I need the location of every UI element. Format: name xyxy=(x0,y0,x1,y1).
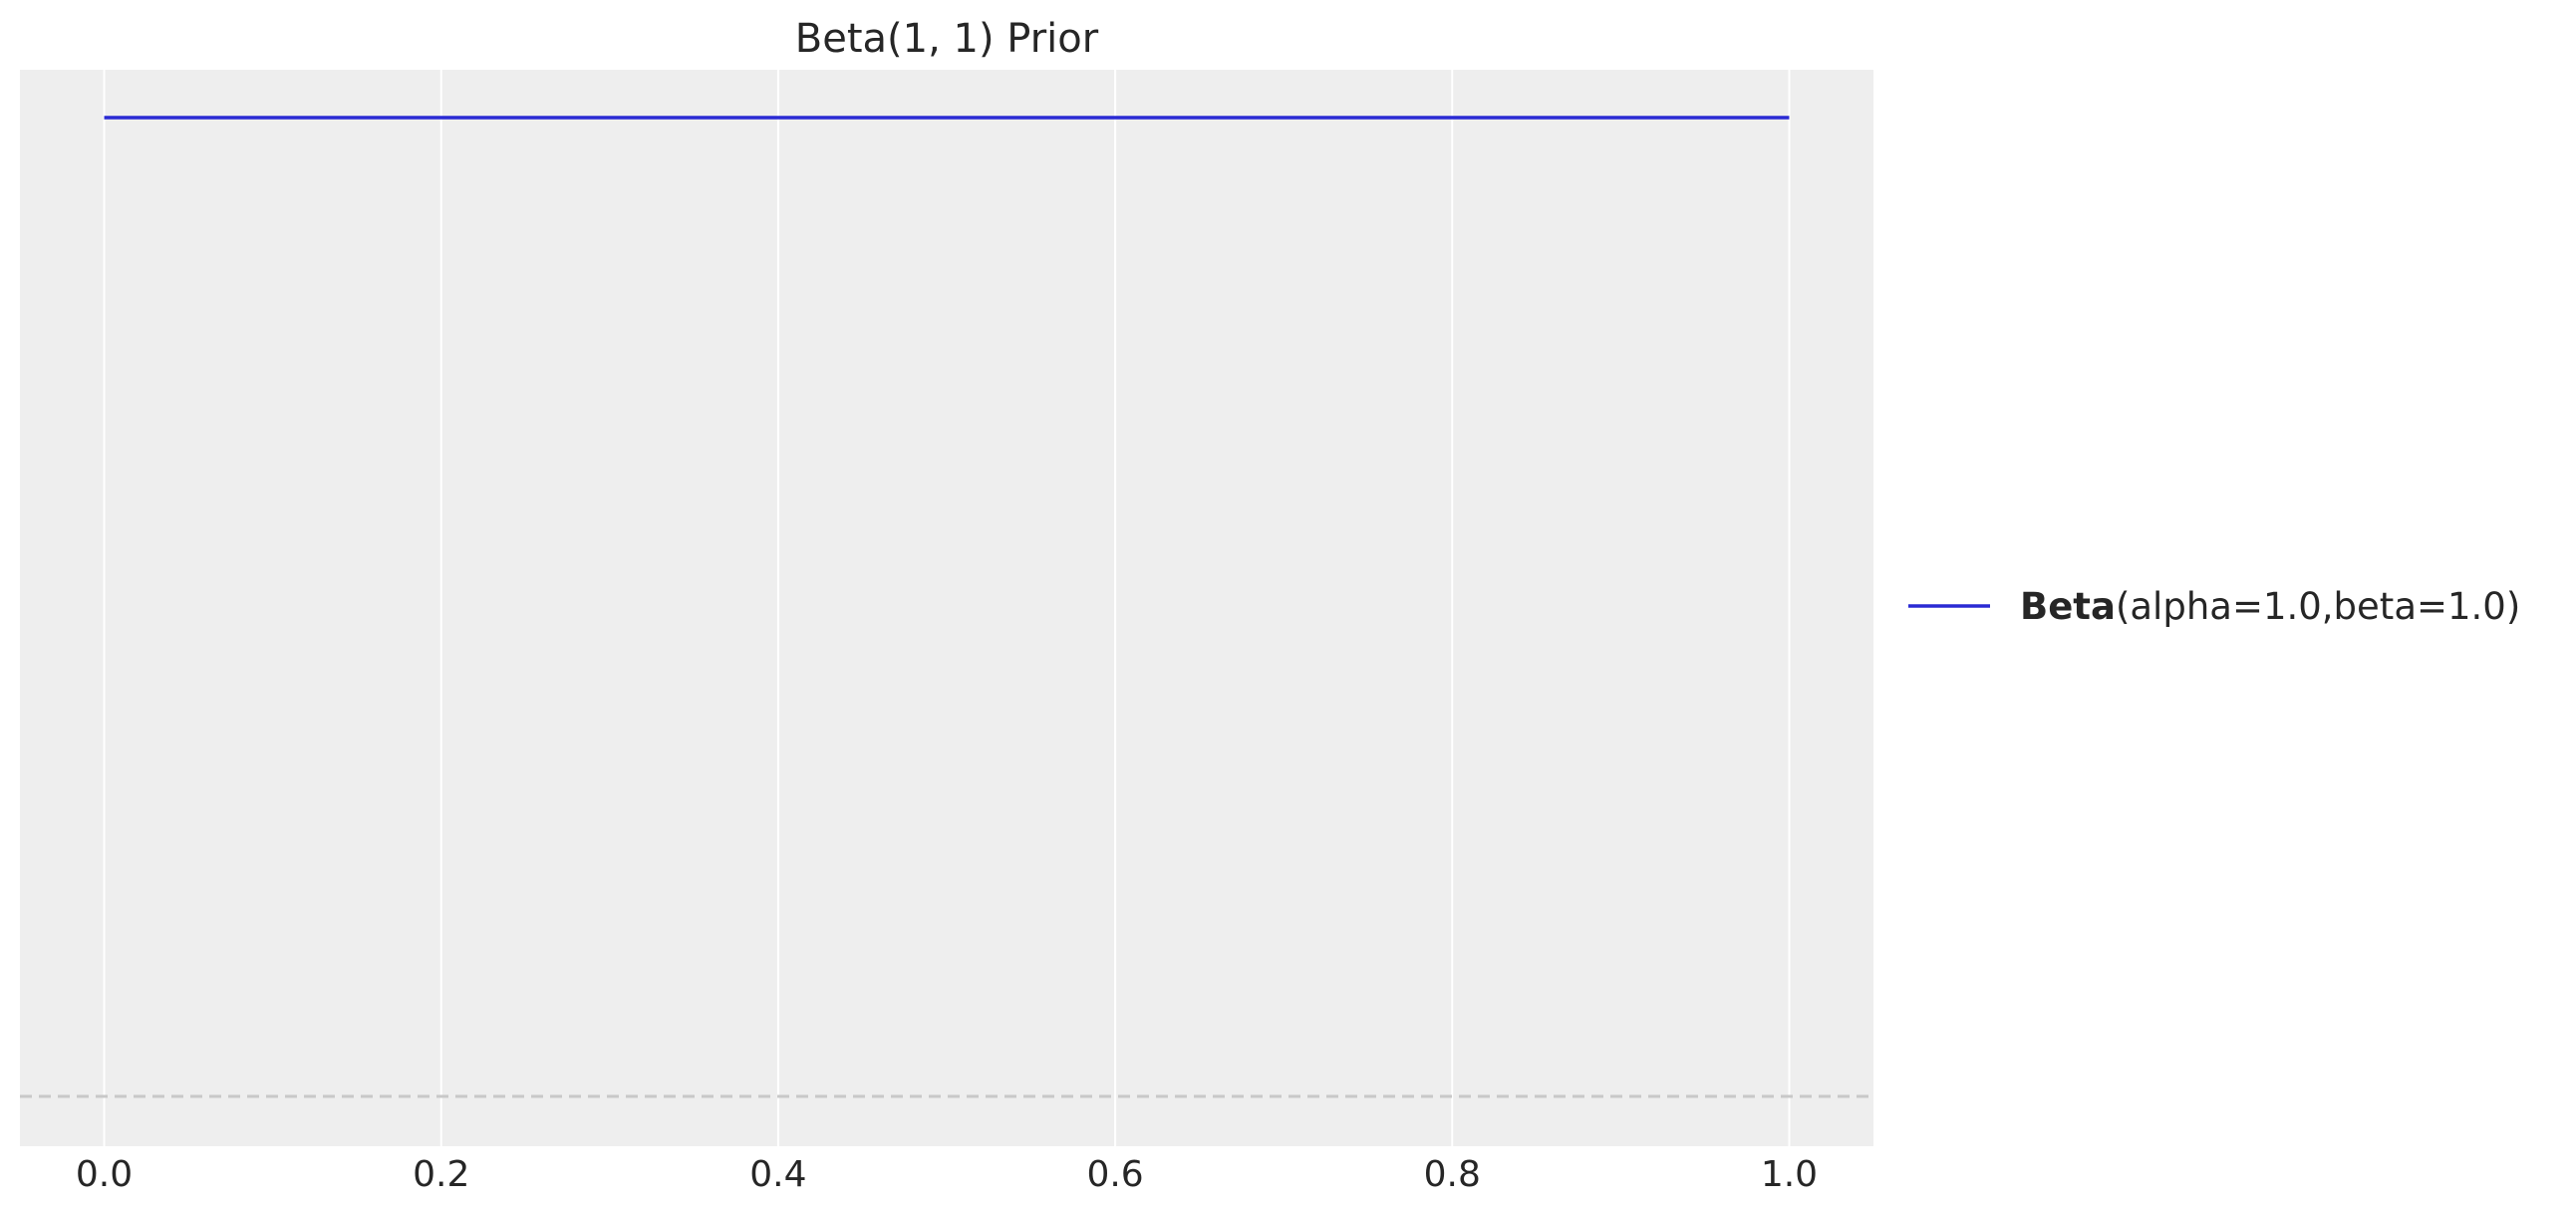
x-tick-labels: 0.0 0.2 0.4 0.6 0.8 1.0 xyxy=(76,1154,1818,1195)
chart-title: Beta(1, 1) Prior xyxy=(795,16,1099,62)
legend-label: Beta(alpha=1.0,beta=1.0) xyxy=(2020,585,2520,628)
legend-label-bold: Beta xyxy=(2020,585,2116,628)
x-tick-label-1: 0.2 xyxy=(413,1154,469,1195)
x-tick-label-4: 0.8 xyxy=(1424,1154,1481,1195)
grid-lines xyxy=(103,70,1791,1146)
x-tick-label-2: 0.4 xyxy=(749,1154,806,1195)
x-tick-label-3: 0.6 xyxy=(1086,1154,1143,1195)
legend: Beta(alpha=1.0,beta=1.0) xyxy=(1908,585,2520,628)
plot-area xyxy=(20,70,1873,1146)
x-tick-label-0: 0.0 xyxy=(76,1154,133,1195)
x-tick-label-5: 1.0 xyxy=(1761,1154,1818,1195)
legend-label-rest: (alpha=1.0,beta=1.0) xyxy=(2116,585,2520,628)
